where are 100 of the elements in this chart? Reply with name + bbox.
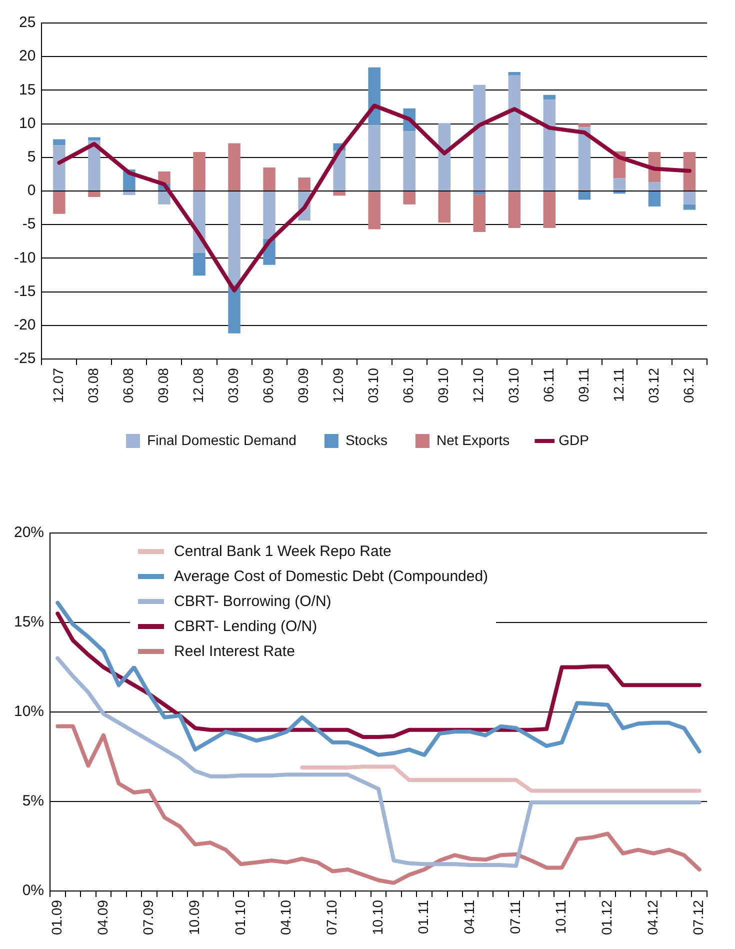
legend-label: Net Exports [436,432,510,448]
x-tick-label: 04.11 [461,900,478,934]
bar [473,84,486,190]
x-tick-label: 06.11 [540,368,556,402]
bar [228,191,240,286]
bar [368,125,380,190]
x-tick-label: 03.09 [225,368,242,404]
x-tick-label: 06.08 [120,368,136,404]
x-tick-label: 09.10 [435,368,452,404]
x-tick-label: 09.08 [155,368,172,404]
x-tick-label: 01.10 [232,900,248,936]
bar [53,145,66,190]
bar [508,191,521,228]
bar [683,152,696,190]
bar [368,67,380,126]
bar [228,143,240,190]
y-tick-label: 0 [27,182,36,200]
bar [543,100,556,190]
x-tick-label: 12.11 [610,368,626,402]
bar [473,191,486,194]
y-tick-label: 25 [18,14,36,32]
legend-label: CBRT- Lending (O/N) [174,618,318,635]
legend-label: CBRT- Borrowing (O/N) [174,593,332,610]
x-tick-label: 12.07 [50,368,66,404]
bar [53,191,66,214]
x-tick-label: 03.12 [645,368,662,404]
bar [438,123,450,190]
bar [53,139,66,146]
x-tick-label: 04.12 [644,900,660,936]
bar [578,127,591,190]
bar [508,75,521,190]
legend-label: Central Bank 1 Week Repo Rate [174,543,392,560]
x-tick-label: 07.11 [506,900,523,934]
y-tick-label: -15 [14,282,36,300]
bar [403,191,416,204]
x-tick-label: 06.09 [260,368,276,404]
bar [648,182,661,190]
y-tick-label: 15% [14,614,44,631]
y-tick-label: -25 [14,350,36,368]
x-tick-label: 04.10 [278,900,294,936]
bar [333,150,346,190]
bar [193,252,206,276]
x-tick-label: 10.11 [552,900,569,934]
bar [228,285,240,334]
x-tick-label: 10.10 [369,900,386,936]
legend-label: Final Domestic Demand [147,432,296,448]
x-tick-label: 01.09 [48,900,65,936]
x-tick-label: 03.08 [85,368,102,404]
bar [438,191,450,223]
y-tick-label: 0% [22,882,44,900]
x-tick-label: 01.11 [415,900,432,934]
x-tick-label: 12.08 [190,368,206,404]
bar [88,137,100,141]
bar [263,167,276,190]
bar [193,152,206,190]
y-tick-label: -5 [22,216,36,233]
bar [648,191,661,206]
bar [333,191,346,196]
x-tick-label: 09.11 [575,368,592,402]
bar [543,191,556,228]
y-tick-label: -20 [14,316,36,334]
x-tick-label: 03.10 [365,368,382,404]
bar [263,191,276,239]
bar [88,140,100,190]
y-tick-label: 20% [14,524,44,542]
x-tick-label: 01.12 [598,900,615,936]
bar [298,178,310,190]
bar [613,191,626,194]
bar [473,194,486,232]
bar [578,191,591,200]
legend-label: Stocks [345,432,388,448]
y-tick-label: -10 [14,249,36,266]
x-tick-label: 06.10 [400,368,416,404]
bar [403,131,416,190]
x-tick-label: 06.12 [680,368,696,404]
y-tick-label: 10% [14,703,44,720]
x-tick-label: 04.09 [94,900,110,936]
x-tick-label: 03.10 [505,368,522,404]
bar [543,94,556,100]
x-tick-label: 12.09 [330,368,346,404]
bar [683,204,696,210]
y-tick-label: 5 [27,148,36,166]
x-tick-label: 09.09 [295,368,312,404]
legend-label: GDP [558,432,589,448]
bar [368,191,380,230]
x-tick-label: 07.09 [140,900,156,936]
bar [683,191,696,204]
bar [508,72,521,76]
y-tick-label: 10 [18,114,36,132]
x-tick-label: 12.10 [470,368,486,404]
x-tick-label: 07.10 [324,900,340,936]
legend-label: Reel Interest Rate [174,643,295,660]
y-tick-label: 15 [18,81,36,98]
bar [613,178,626,190]
bar [158,191,170,204]
x-tick-label: 07.12 [690,900,706,936]
y-tick-label: 20 [18,48,36,65]
x-tick-label: 10.09 [186,900,202,936]
y-tick-label: 5% [22,792,44,810]
bar [88,191,100,198]
